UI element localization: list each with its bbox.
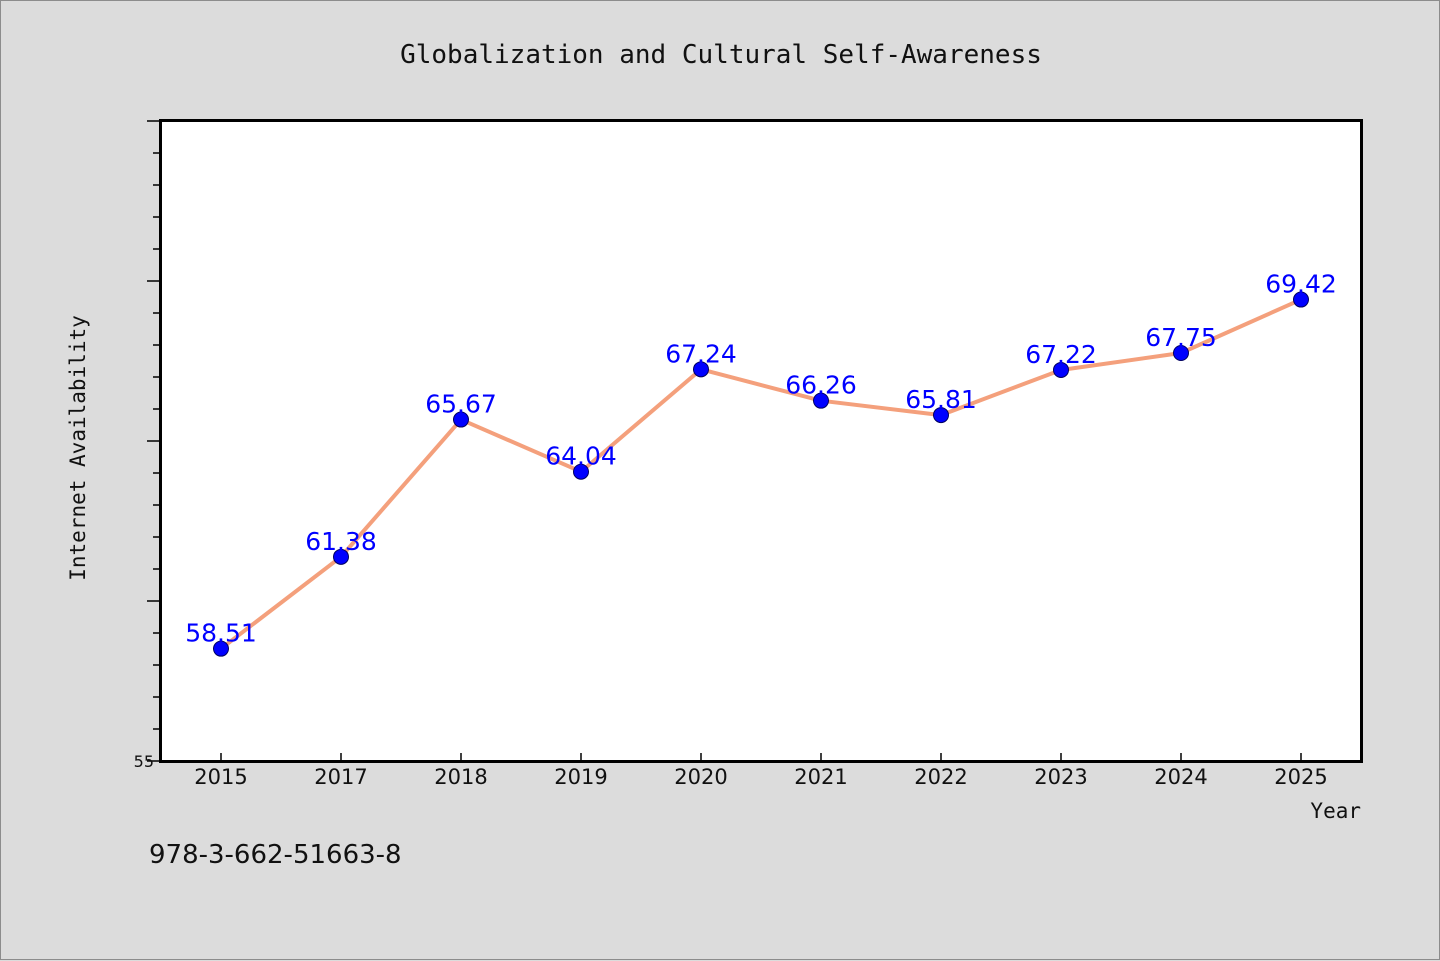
data-point <box>1173 345 1189 361</box>
x-tick-label: 2025 <box>1274 765 1327 789</box>
data-point <box>813 392 829 409</box>
data-label: 66.26 <box>785 371 857 400</box>
data-point <box>1293 291 1309 308</box>
data-label: 67.24 <box>665 339 737 368</box>
x-tick-label: 2018 <box>434 765 487 789</box>
data-label: 64.04 <box>545 442 617 471</box>
plot-area <box>159 119 1363 763</box>
x-tick-label: 2015 <box>194 765 247 789</box>
x-tick-label: 2019 <box>554 765 607 789</box>
data-label: 65.67 <box>425 390 497 419</box>
data-label: 67.22 <box>1025 340 1097 369</box>
x-tick-label: 2023 <box>1034 765 1087 789</box>
data-label: 58.51 <box>185 619 257 648</box>
data-point <box>693 361 709 378</box>
data-label: 69.42 <box>1265 270 1337 299</box>
data-point <box>573 463 589 480</box>
y-tick-label: 55 <box>134 752 154 771</box>
x-tick-label: 2024 <box>1154 765 1207 789</box>
series-line <box>219 297 1303 651</box>
x-axis-ticks: 2015 2017 2018 2019 2020 2021 2022 2023 2024 2025 <box>194 753 1328 789</box>
data-point <box>213 640 229 657</box>
data-label: 65.81 <box>905 385 977 414</box>
data-label: 67.75 <box>1145 323 1217 352</box>
y-axis-ticks <box>147 120 161 762</box>
x-tick-label: 2020 <box>674 765 727 789</box>
x-tick-label: 2017 <box>314 765 367 789</box>
isbn-text: 978-3-662-51663-8 <box>149 840 402 870</box>
series-group: 58.51 61.38 65.67 64.04 67.24 66.26 65.81 67.22… <box>185 270 1337 657</box>
x-axis-label: Year <box>1310 799 1361 823</box>
x-tick-label: 2022 <box>914 765 967 789</box>
data-label: 61.38 <box>305 527 377 556</box>
data-point <box>933 407 949 424</box>
chart-title: Globalization and Cultural Self-Awarenes… <box>400 40 1042 70</box>
y-axis-label: Internet Availability <box>66 315 90 581</box>
x-tick-label: 2021 <box>794 765 847 789</box>
data-point <box>333 548 349 565</box>
data-point <box>1053 361 1069 378</box>
data-point <box>453 411 469 428</box>
